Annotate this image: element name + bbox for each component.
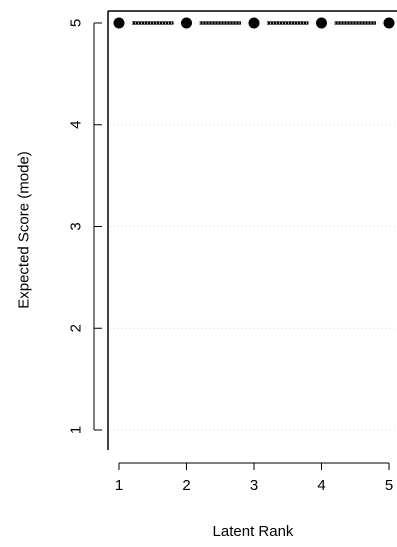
gridlines [110,22,397,431]
y-tick-label-5: 5 [68,19,85,27]
y-axis-title: Expected Score (mode) [16,151,33,309]
series-0-point-2 [181,17,192,29]
series-0-point-1 [113,17,125,29]
y-axis: 1 2 3 4 5 [68,19,102,434]
y-tick-label-4: 4 [68,121,85,129]
y-tick-label-2: 2 [68,324,85,332]
x-tick-label-5: 5 [385,477,393,494]
x-axis: 1 2 3 4 5 [115,462,393,494]
series-0-point-3 [248,17,260,29]
y-tick-label-1: 1 [68,426,85,434]
x-tick-label-4: 4 [317,477,325,494]
y-tick-label-3: 3 [68,222,85,230]
x-tick-label-2: 2 [182,477,190,494]
x-axis-title: Latent Rank [213,523,294,540]
series-layer [113,17,395,29]
x-tick-label-3: 3 [250,477,258,494]
series-0-point-5 [383,17,395,29]
series-0-point-4 [316,17,327,29]
x-tick-label-1: 1 [115,477,123,494]
